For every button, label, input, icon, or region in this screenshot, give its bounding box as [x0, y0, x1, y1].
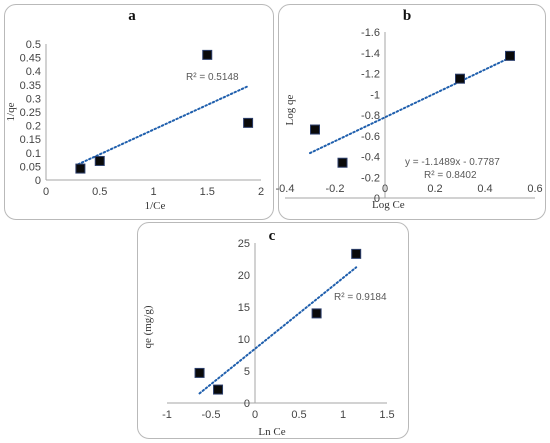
panel-label: b: [403, 8, 411, 24]
x-tick-label: 0.2: [427, 183, 442, 195]
x-tick-label: 1.5: [379, 409, 394, 421]
y-tick-label: 0.3: [26, 93, 41, 105]
x-tick-label: 0.4: [477, 183, 492, 195]
y-tick-label: 25: [238, 238, 250, 250]
data-point: [311, 308, 322, 319]
x-tick-label: 1: [340, 409, 346, 421]
x-axis-title: 1/Ce: [145, 200, 166, 212]
data-point: [94, 155, 105, 166]
y-tick-label: 0.05: [20, 161, 41, 173]
x-tick-label: 2: [258, 186, 264, 198]
x-tick-label: -0.4: [276, 183, 295, 195]
x-tick-label: -0.2: [326, 183, 345, 195]
y-tick-label: 5: [244, 366, 250, 378]
trend-line: [309, 54, 516, 155]
y-tick-label: -0.2: [361, 172, 380, 184]
y-tick-label: 0.5: [26, 39, 41, 51]
x-tick-label: 0.5: [92, 186, 107, 198]
x-tick-label: -0.5: [202, 409, 221, 421]
chart-b: -0.4 -0.2 0 0.2 0.4 0.60-0.2-0.4-0.6-0.8-1-1.…: [276, 8, 543, 211]
y-tick-label: 0.25: [20, 107, 41, 119]
data-point: [310, 124, 320, 135]
y-tick-label: 0: [35, 175, 41, 187]
x-tick-label: 1.5: [200, 186, 215, 198]
y-tick-label: -0.4: [361, 152, 380, 164]
y-tick-label: 0.1: [26, 148, 41, 160]
y-tick-label: 15: [238, 302, 250, 314]
x-tick-label: 0: [252, 409, 258, 421]
x-tick-label: 0: [43, 186, 49, 198]
chart-panel-b: [278, 4, 546, 220]
data-point: [213, 384, 224, 395]
x-axis-title: Ln Ce: [258, 426, 285, 438]
y-tick-label: 0.35: [20, 80, 41, 92]
regression-annotation: R² = 0.5148: [186, 72, 239, 83]
y-tick-label: 0: [244, 398, 250, 410]
x-tick-label: -1: [162, 409, 172, 421]
y-axis-title: Log qe: [284, 94, 296, 125]
chart-panel-a: [4, 4, 274, 220]
y-tick-label: 0: [374, 193, 380, 205]
chart-a: 0 0.5 1 1.5 200.050.10.150.20.250.30.350.40.…: [5, 8, 264, 212]
y-tick-label: -1: [370, 89, 380, 101]
y-tick-label: 0.4: [26, 66, 41, 78]
y-tick-label: -1.6: [361, 27, 380, 39]
data-point: [243, 117, 254, 128]
x-tick-label: 1: [150, 186, 156, 198]
regression-annotation: R² = 0.8402: [424, 170, 477, 181]
data-point: [337, 157, 348, 168]
y-tick-label: -1.2: [361, 69, 380, 81]
chart-c: -1 -0.5 0 0.5 1 1.5 0 5 10 15 20 25 R² = 0.9184 c Ln C…: [142, 228, 395, 438]
y-tick-label: -0.6: [361, 131, 380, 143]
trend-line: [198, 266, 358, 395]
y-tick-label: 0.15: [20, 134, 41, 146]
y-tick-label: -0.8: [361, 110, 380, 122]
y-tick-label: 20: [238, 270, 250, 282]
data-point: [455, 73, 465, 84]
y-tick-label: 0.2: [26, 121, 41, 133]
y-tick-label: 10: [238, 334, 250, 346]
data-point: [202, 49, 213, 60]
regression-annotation: y = -1.1489x - 0.7787: [405, 157, 500, 168]
y-axis-title: qe (mg/g): [142, 305, 154, 348]
data-point: [75, 163, 86, 174]
panel-label: c: [269, 228, 276, 244]
x-tick-label: 0.6: [527, 183, 542, 195]
panel-label: a: [128, 8, 136, 24]
data-point: [505, 50, 515, 61]
x-tick-label: 0: [382, 183, 388, 195]
data-point: [351, 248, 362, 259]
trend-line: [77, 85, 250, 166]
y-axis-title: 1/qe: [5, 102, 17, 121]
y-tick-label: -1.4: [361, 48, 380, 60]
regression-annotation: R² = 0.9184: [334, 292, 387, 303]
x-axis-title: Log Ce: [372, 199, 405, 211]
data-point: [194, 367, 205, 378]
y-tick-label: 0.45: [20, 53, 41, 65]
x-tick-label: 0.5: [291, 409, 306, 421]
